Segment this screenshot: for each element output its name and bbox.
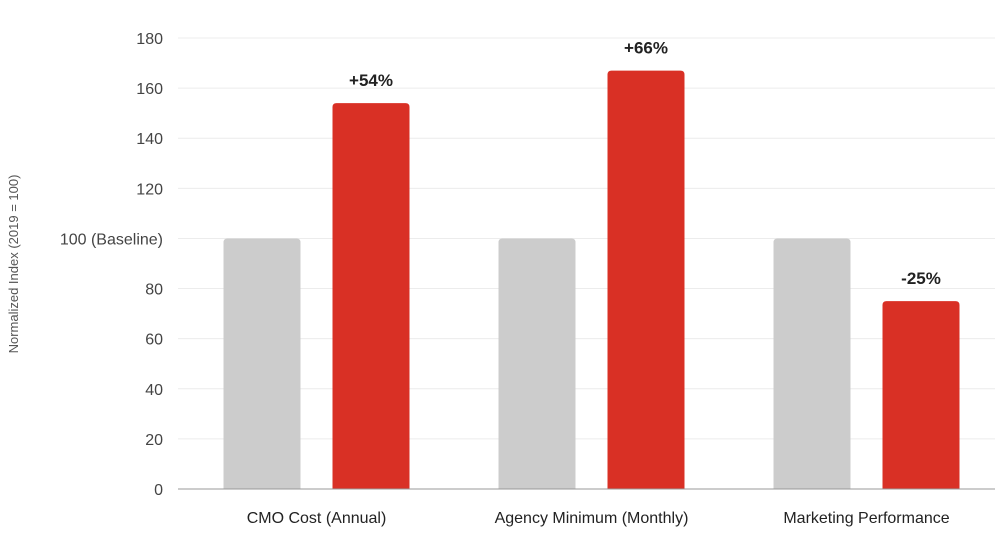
x-category-label: Marketing Performance xyxy=(783,510,949,527)
x-category-label: CMO Cost (Annual) xyxy=(247,510,387,527)
y-tick-label: 60 xyxy=(145,332,163,349)
data-label: -25% xyxy=(901,269,941,288)
y-tick-label: 120 xyxy=(136,181,163,198)
y-tick-label: 140 xyxy=(136,131,163,148)
y-tick-label: 80 xyxy=(145,282,163,299)
data-label: +54% xyxy=(349,71,393,90)
data-label: +66% xyxy=(624,39,668,58)
gridlines xyxy=(178,37,995,440)
x-category-label: Agency Minimum (Monthly) xyxy=(495,510,689,527)
baseline-bar xyxy=(223,238,301,489)
current-bar xyxy=(882,301,960,489)
y-tick-label: 100 (Baseline) xyxy=(60,231,163,248)
y-axis-ticks: 0 20 40 60 80 100 (Baseline) 120 140 160 180 xyxy=(60,31,163,499)
y-tick-label: 0 xyxy=(154,482,163,499)
y-tick-label: 40 xyxy=(145,382,163,399)
bars xyxy=(223,70,960,490)
current-bar xyxy=(607,70,685,490)
y-tick-label: 160 xyxy=(136,81,163,98)
x-axis-categories: CMO Cost (Annual) Agency Minimum (Monthly… xyxy=(247,510,950,527)
current-bar xyxy=(332,103,410,490)
y-tick-label: 180 xyxy=(136,31,163,48)
y-tick-label: 20 xyxy=(145,432,163,449)
y-axis-title: Normalized Index (2019 = 100) xyxy=(6,175,21,354)
baseline-bar xyxy=(498,238,576,489)
data-labels: +54% +66% -25% xyxy=(349,39,941,289)
baseline-bar xyxy=(773,238,851,489)
